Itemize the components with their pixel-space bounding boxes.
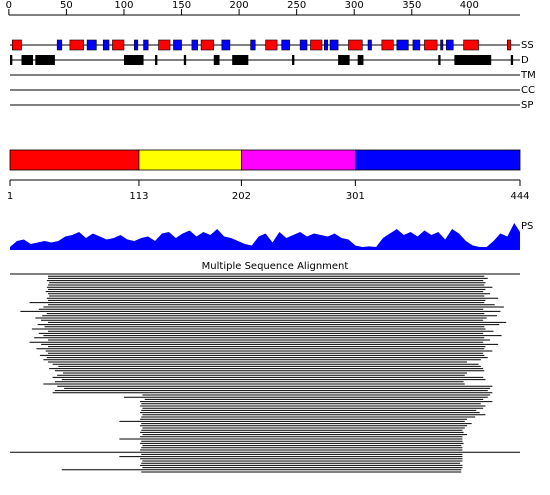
- track-label: TM: [520, 70, 536, 81]
- strand: [440, 39, 444, 51]
- strand: [56, 39, 63, 51]
- strand: [102, 39, 110, 51]
- ruler-label: 150: [172, 0, 191, 11]
- strand: [281, 39, 291, 51]
- disorder-region: [357, 55, 364, 65]
- helix: [158, 39, 171, 51]
- helix: [112, 39, 125, 51]
- track-label: CC: [521, 85, 535, 96]
- helix: [463, 39, 479, 51]
- disorder-region: [21, 55, 34, 65]
- domain: [138, 149, 242, 171]
- helix: [310, 39, 323, 51]
- ps-label: PS: [521, 221, 533, 232]
- helix: [507, 39, 512, 51]
- ruler-label: 0: [6, 0, 12, 11]
- disorder-region: [232, 55, 249, 65]
- strand: [173, 39, 182, 51]
- domain-label: 444: [510, 191, 529, 202]
- ruler-label: 100: [114, 0, 133, 11]
- strand: [299, 39, 308, 51]
- msa-title: Multiple Sequence Alignment: [202, 261, 349, 272]
- helix: [424, 39, 438, 51]
- domain-label: 113: [129, 191, 148, 202]
- disorder-region: [213, 55, 220, 65]
- strand: [191, 39, 198, 51]
- disorder-region: [183, 55, 187, 65]
- disorder-region: [338, 55, 350, 65]
- domain: [354, 149, 521, 171]
- domain: [9, 149, 140, 171]
- strand: [412, 39, 421, 51]
- ruler-label: 300: [345, 0, 364, 11]
- helix: [381, 39, 394, 51]
- strand: [221, 39, 231, 51]
- helix: [265, 39, 278, 51]
- track-label: SP: [521, 100, 533, 111]
- helix: [200, 39, 215, 51]
- strand: [367, 39, 372, 51]
- domain: [240, 149, 356, 171]
- domain-label: 202: [232, 191, 251, 202]
- strand: [86, 39, 97, 51]
- strand: [396, 39, 409, 51]
- ruler-label: 350: [402, 0, 421, 11]
- strand: [143, 39, 149, 51]
- track-label: SS: [521, 40, 534, 51]
- ruler-label: 200: [230, 0, 249, 11]
- helix: [69, 39, 84, 51]
- strand: [134, 39, 139, 51]
- strand: [250, 39, 256, 51]
- disorder-region: [510, 55, 514, 65]
- disorder-region: [155, 55, 158, 65]
- ps-profile: [10, 223, 520, 250]
- domain-label: 301: [346, 191, 365, 202]
- disorder-region: [454, 55, 492, 65]
- track-label: D: [521, 55, 529, 66]
- domain-label: 1: [7, 191, 13, 202]
- helix: [348, 39, 363, 51]
- disorder-region: [123, 55, 144, 65]
- strand: [329, 39, 339, 51]
- strand: [323, 39, 329, 51]
- disorder-region: [438, 55, 441, 65]
- disorder-region: [10, 55, 13, 65]
- disorder-region: [35, 55, 55, 65]
- ruler-label: 50: [60, 0, 73, 11]
- ruler-label: 400: [460, 0, 479, 11]
- ruler-label: 250: [287, 0, 306, 11]
- helix: [12, 39, 22, 51]
- disorder-region: [292, 55, 295, 65]
- strand: [446, 39, 454, 51]
